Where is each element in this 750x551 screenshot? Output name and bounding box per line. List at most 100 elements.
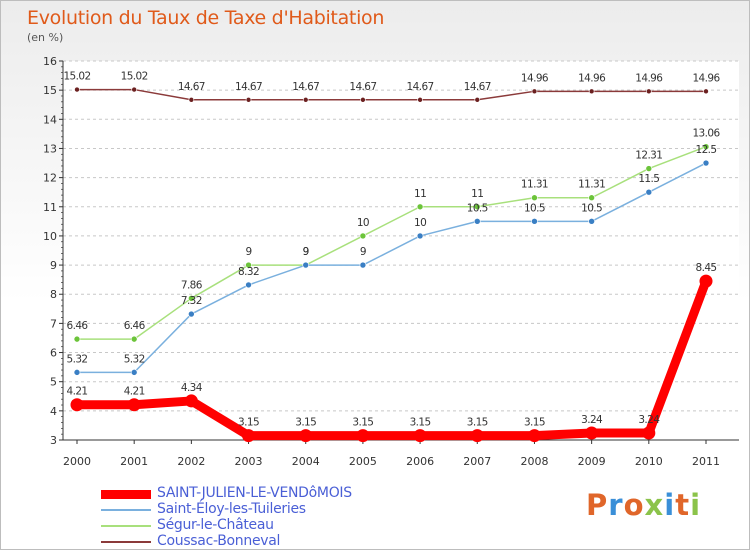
y-tick-label: 15: [43, 84, 57, 97]
data-label: 10: [414, 217, 426, 229]
data-point: [302, 96, 309, 103]
y-tick-label: 14: [43, 113, 57, 126]
x-tick-label: 2011: [692, 455, 720, 468]
data-label: 14.67: [178, 81, 205, 93]
data-point: [131, 86, 137, 93]
data-label: 3.15: [238, 417, 259, 429]
data-point: [74, 86, 80, 93]
data-label: 9: [245, 246, 251, 258]
data-label: 5.32: [67, 353, 88, 365]
y-tick-label: 3: [50, 434, 57, 447]
x-tick-label: 2008: [520, 455, 548, 468]
data-point: [359, 232, 367, 240]
data-label: 3.15: [467, 417, 488, 429]
data-point: [588, 194, 595, 202]
data-label: 9: [360, 246, 366, 258]
data-label: 8.45: [696, 262, 717, 274]
data-point: [242, 429, 256, 443]
legend-label: SAINT-JULIEN-LE-VENDôMOIS: [157, 485, 352, 501]
y-tick-label: 8: [50, 288, 57, 301]
data-point: [702, 159, 710, 167]
data-label: 4.21: [67, 386, 88, 398]
data-point: [645, 188, 653, 196]
data-point: [646, 88, 652, 95]
data-label: 11: [414, 188, 426, 200]
series-line: [76, 162, 707, 374]
data-point: [356, 429, 370, 443]
data-label: 10.5: [524, 202, 545, 214]
data-point: [188, 295, 195, 302]
data-point: [130, 335, 138, 343]
data-point: [703, 88, 709, 95]
y-tick-label: 11: [43, 201, 57, 214]
x-tick-label: 2010: [635, 455, 663, 468]
data-label: 3.24: [581, 414, 603, 426]
y-tick-label: 7: [50, 317, 57, 330]
data-label: 14.67: [407, 81, 434, 93]
data-label: 3.15: [410, 417, 431, 429]
x-tick-label: 2009: [578, 455, 606, 468]
logo-letter: r: [608, 488, 624, 522]
data-point: [642, 426, 656, 440]
data-label: 14.96: [692, 72, 720, 84]
x-tick-label: 2006: [406, 455, 434, 468]
x-tick-label: 2005: [349, 455, 377, 468]
data-point: [470, 429, 484, 443]
x-tick-label: 2003: [235, 455, 263, 468]
data-label: 6.46: [67, 320, 89, 332]
data-label: 12.31: [635, 150, 662, 162]
data-label: 3.15: [295, 417, 316, 429]
data-point: [413, 429, 427, 443]
legend-swatch: [101, 541, 151, 543]
data-point: [473, 203, 481, 211]
data-label: 14.67: [292, 81, 319, 93]
x-tick-label: 2000: [63, 455, 91, 468]
data-point: [699, 274, 713, 288]
data-label: 4.21: [124, 386, 145, 398]
logo-letter: o: [623, 488, 645, 522]
data-point: [417, 96, 423, 103]
data-point: [188, 96, 195, 103]
data-point: [127, 398, 141, 412]
chart-subtitle: (en %): [27, 31, 64, 44]
y-tick-label: 6: [50, 347, 57, 360]
logo-letter: t: [675, 488, 691, 522]
data-label: 13.06: [692, 128, 720, 140]
data-point: [245, 281, 252, 289]
data-label: 14.67: [464, 81, 491, 93]
legend-swatch: [101, 525, 151, 527]
data-label: 11.5: [638, 173, 659, 185]
data-label: 7.86: [181, 279, 203, 291]
y-tick-label: 4: [50, 405, 57, 418]
y-tick-label: 10: [43, 230, 57, 243]
data-label: 14.67: [235, 81, 262, 93]
data-label: 9: [303, 246, 309, 258]
legend-label: Saint-Éloy-les-Tuileries: [157, 501, 306, 517]
data-label: 4.34: [181, 382, 203, 394]
logo-letter: i: [690, 488, 702, 522]
data-label: 14.67: [349, 81, 376, 93]
data-label: 3.15: [524, 417, 545, 429]
data-point: [527, 429, 541, 443]
data-label: 9: [303, 246, 309, 258]
data-point: [531, 88, 538, 95]
data-point: [359, 261, 367, 269]
data-label: 15.02: [121, 71, 148, 83]
data-point: [73, 369, 81, 376]
data-point: [531, 194, 538, 202]
data-point: [473, 218, 481, 225]
y-tick-label: 16: [43, 55, 57, 68]
series-line: [72, 276, 711, 441]
data-point: [474, 96, 481, 103]
y-tick-label: 9: [50, 259, 57, 272]
data-point: [416, 203, 424, 211]
x-tick-label: 2004: [292, 455, 320, 468]
data-point: [531, 218, 538, 225]
legend-swatch: [101, 509, 151, 511]
data-point: [588, 218, 595, 225]
data-label: 10.5: [581, 202, 602, 214]
data-label: 5.32: [124, 353, 145, 365]
data-label: 14.96: [521, 72, 549, 84]
